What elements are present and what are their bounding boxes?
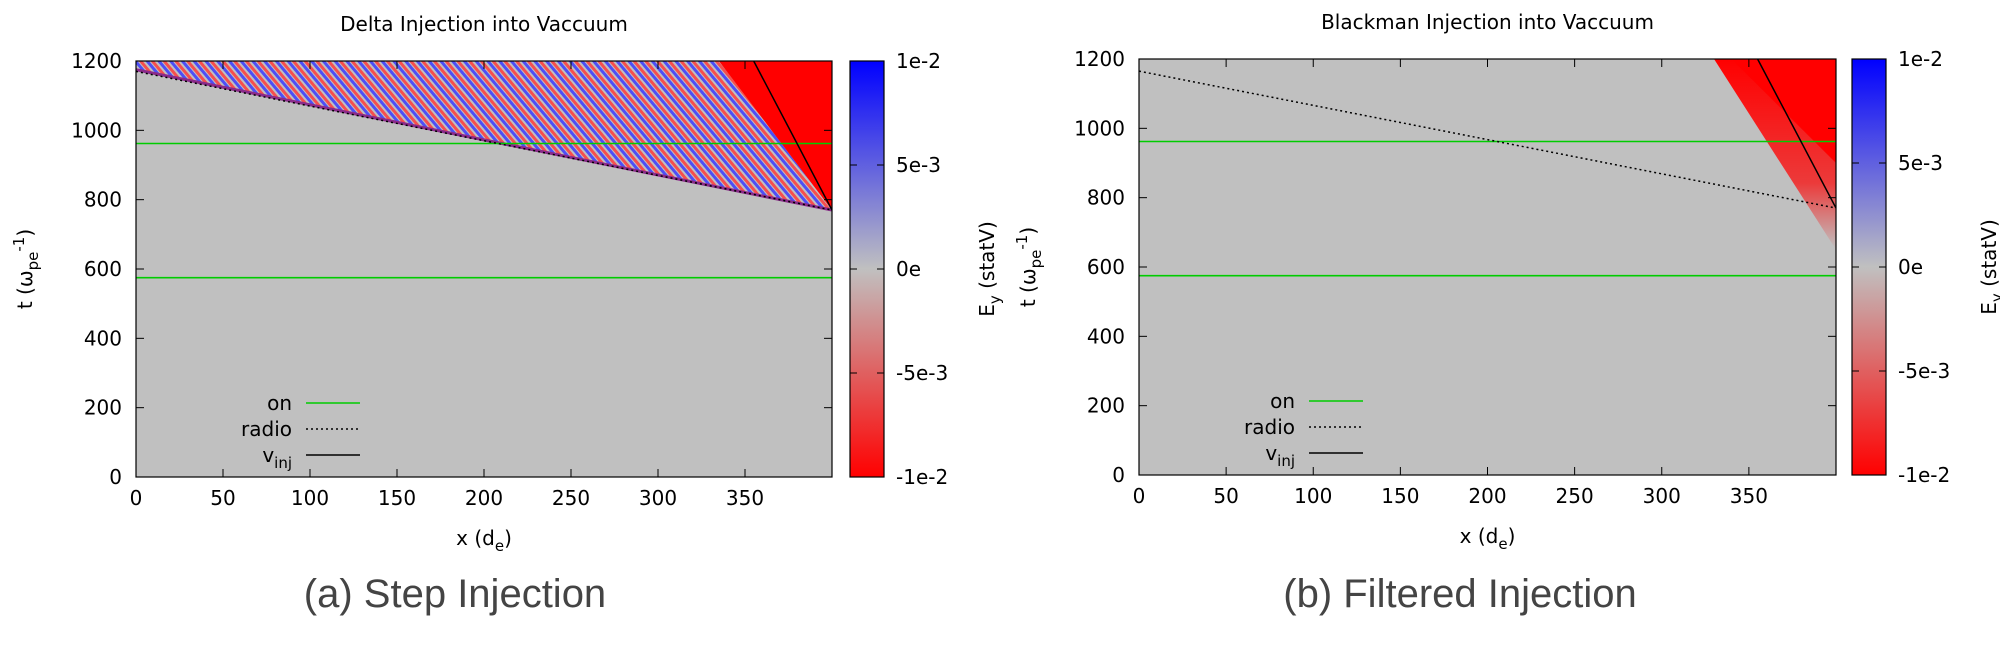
x-axis-label-part: ) — [504, 526, 512, 550]
series-v_inj-line-0 — [1756, 59, 1836, 209]
x-tick-label: 50 — [1213, 484, 1238, 508]
legend-label-part: inj — [1277, 452, 1295, 470]
panel-0: 0 50 100 150 200 250 300 350 0 200 400 600 800 1000 12… — [10, 12, 1004, 555]
x-tick-label: 300 — [639, 486, 677, 510]
y-axis-label-part: t (ω — [13, 270, 37, 309]
y-tick-label: 1200 — [1074, 47, 1125, 71]
x-axis-label-part: e — [1498, 535, 1507, 553]
colorbar-label-part: E — [1977, 302, 2000, 315]
y-axis-label-group: t (ωpe-1) — [10, 229, 42, 309]
y-tick-label: 600 — [84, 257, 122, 281]
colorbar-tick-label: 5e-3 — [896, 153, 941, 177]
colorbar-tick-label: -5e-3 — [1898, 359, 1950, 383]
colorbar-tick-label: -1e-2 — [896, 465, 948, 489]
x-tick-label: 100 — [1294, 484, 1332, 508]
colorbar-label-part: y — [986, 295, 1004, 304]
y-tick-label: 400 — [84, 326, 122, 350]
y-tick-label: 200 — [84, 396, 122, 420]
legend-label: on — [1270, 389, 1295, 413]
panel-1: 0 50 100 150 200 250 300 350 0 200 400 600 800 1000 12… — [1013, 10, 2000, 553]
x-tick-label: 350 — [726, 486, 764, 510]
colorbar-label-part: (statV) — [1977, 219, 2000, 293]
colorbar-tick-label: 1e-2 — [896, 49, 941, 73]
y-axis-label-part: -1 — [1013, 235, 1031, 250]
colorbar-label: Ey (statV) — [1977, 219, 2000, 315]
colorbar-tick-label: -1e-2 — [1898, 463, 1950, 487]
caption-b: (b) Filtered Injection — [1283, 572, 1637, 616]
x-axis-label-part: ) — [1508, 524, 1516, 548]
y-axis-label-part: pe — [1027, 250, 1045, 269]
y-axis-label-part: -1 — [10, 237, 28, 252]
legend-label-part: v — [262, 443, 274, 467]
plot-content — [136, 61, 832, 279]
legend-label: vinj — [1265, 441, 1295, 470]
colorbar-tick-label: 0e — [1898, 255, 1923, 279]
y-axis-label: t (ωpe-1) — [1013, 227, 1045, 307]
chart-title: Delta Injection into Vaccuum — [340, 12, 628, 36]
y-axis-label-part: pe — [24, 252, 42, 271]
colorbar-label-part: E — [975, 304, 999, 317]
x-axis-label-part: e — [495, 537, 504, 555]
x-tick-label: 100 — [291, 486, 329, 510]
y-tick-label: 800 — [1087, 186, 1125, 210]
colorbar-label-group: Ey (statV) — [1977, 219, 2000, 315]
field-fan-region — [136, 61, 832, 211]
colorbar-tick-label: -5e-3 — [896, 361, 948, 385]
y-tick-label: 800 — [84, 188, 122, 212]
colorbar-label-group: Ey (statV) — [975, 221, 1004, 317]
x-axis-label: x (de) — [1460, 524, 1516, 553]
y-tick-label: 400 — [1087, 324, 1125, 348]
field-red-core — [1731, 59, 1836, 163]
legend-label: radio — [241, 417, 292, 441]
caption-a: (a) Step Injection — [303, 572, 607, 616]
x-tick-label: 250 — [552, 486, 590, 510]
x-tick-label: 0 — [130, 486, 143, 510]
y-tick-label: 1200 — [71, 49, 122, 73]
series-radio-line-0 — [136, 70, 832, 211]
x-axis-label: x (de) — [456, 526, 512, 555]
series-radio-line-0 — [1139, 70, 1836, 209]
legend-label: radio — [1244, 415, 1295, 439]
y-tick-label: 200 — [1087, 394, 1125, 418]
y-axis-label-part: t (ω — [1016, 268, 1040, 307]
x-tick-label: 300 — [1643, 484, 1681, 508]
x-tick-label: 50 — [210, 486, 235, 510]
x-axis-label-part: x (d — [456, 526, 495, 550]
colorbar-tick-label: 0e — [896, 257, 921, 281]
series-v_inj-line-0 — [753, 61, 832, 211]
y-tick-label: 1000 — [71, 118, 122, 142]
y-tick-label: 1000 — [1074, 116, 1125, 140]
x-tick-label: 150 — [378, 486, 416, 510]
chart-title: Blackman Injection into Vaccuum — [1321, 10, 1654, 34]
colorbar-label-part: y — [1988, 293, 2000, 302]
y-axis-label-group: t (ωpe-1) — [1013, 227, 1045, 307]
x-tick-label: 200 — [1468, 484, 1506, 508]
x-tick-label: 200 — [465, 486, 503, 510]
legend-label-part: v — [1265, 441, 1277, 465]
y-axis-label: t (ωpe-1) — [10, 229, 42, 309]
legend-label: vinj — [262, 443, 292, 472]
plot-content — [1139, 59, 1836, 277]
plot-background — [1139, 59, 1836, 475]
x-tick-label: 150 — [1381, 484, 1419, 508]
colorbar-label-part: (statV) — [975, 221, 999, 295]
y-tick-label: 0 — [109, 465, 122, 489]
x-tick-label: 250 — [1556, 484, 1594, 508]
legend-label-part: inj — [274, 454, 292, 472]
colorbar-tick-label: 1e-2 — [1898, 47, 1943, 71]
y-tick-label: 0 — [1112, 463, 1125, 487]
x-axis-label-part: x (d — [1460, 524, 1499, 548]
y-tick-label: 600 — [1087, 255, 1125, 279]
x-tick-label: 350 — [1730, 484, 1768, 508]
colorbar-tick-label: 5e-3 — [1898, 151, 1943, 175]
field-red-region — [718, 61, 832, 211]
y-axis-label-part: ) — [13, 229, 37, 237]
y-axis-label-part: ) — [1016, 227, 1040, 235]
x-tick-label: 0 — [1133, 484, 1146, 508]
colorbar-label: Ey (statV) — [975, 221, 1004, 317]
legend-label: on — [267, 391, 292, 415]
